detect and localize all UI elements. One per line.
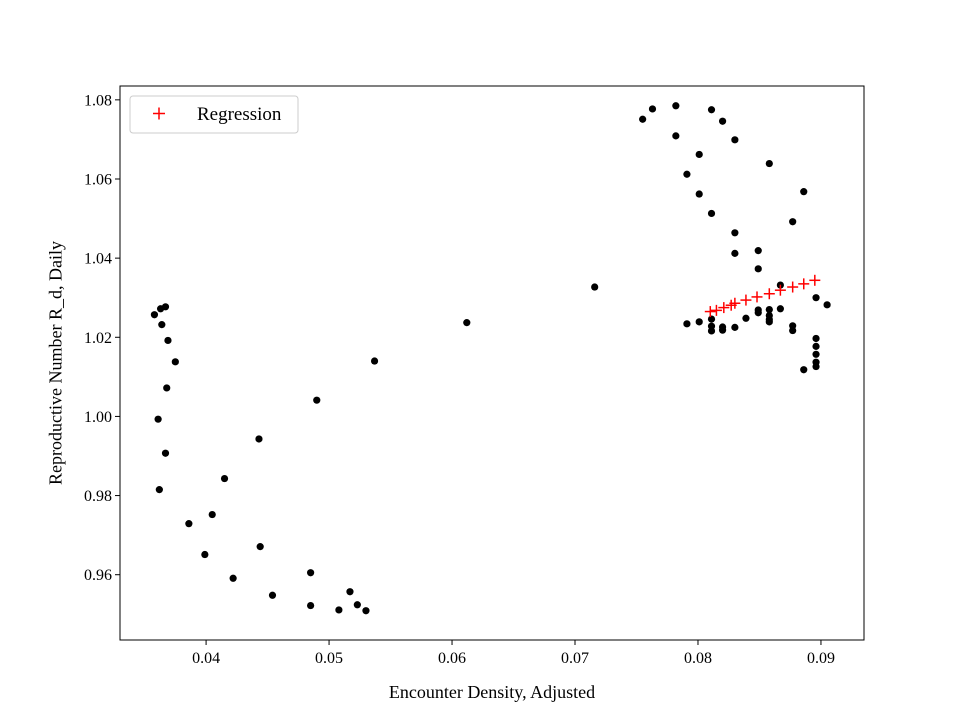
- data-point: [639, 115, 647, 123]
- data-point: [731, 229, 739, 237]
- x-tick-label: 0.08: [684, 650, 712, 667]
- data-point: [362, 607, 370, 615]
- y-tick-label: 1.06: [84, 171, 112, 188]
- regression-point: [787, 281, 799, 293]
- data-point: [163, 384, 171, 392]
- y-tick-label: 1.00: [84, 409, 112, 426]
- data-point: [370, 357, 379, 365]
- regression-point: [740, 294, 752, 306]
- data-point: [812, 350, 820, 358]
- data-point: [823, 301, 831, 309]
- data-point: [161, 303, 170, 311]
- data-point: [812, 294, 820, 302]
- data-point: [800, 188, 808, 196]
- regression-point: [729, 297, 741, 309]
- data-point: [789, 218, 797, 226]
- data-point: [789, 326, 797, 335]
- data-point: [591, 283, 599, 291]
- axis-ticks: 0.04 0.05 0.06 0.07 0.08 0.09 0.96 0.98 1.00 1.02…: [84, 92, 835, 667]
- x-axis-label: Encounter Density, Adjusted: [389, 682, 595, 702]
- data-point: [812, 334, 820, 343]
- legend-box: [129, 95, 299, 134]
- data-point: [695, 150, 703, 159]
- data-point: [800, 366, 808, 374]
- regression-point: [763, 288, 775, 300]
- data-point: [463, 319, 471, 327]
- x-tick-label: 0.04: [192, 650, 220, 667]
- axes-frame: [119, 85, 865, 641]
- data-point: [731, 136, 739, 144]
- data-point: [754, 309, 762, 317]
- y-tick-label: 1.02: [84, 330, 112, 347]
- data-point: [695, 190, 703, 198]
- x-tick-label: 0.07: [561, 650, 589, 667]
- data-point: [707, 315, 716, 323]
- legend-marker-regression: [153, 107, 165, 120]
- data-point: [765, 305, 773, 314]
- regression-point: [704, 306, 716, 318]
- data-point: [648, 105, 657, 113]
- data-point: [161, 449, 170, 457]
- y-tick-label: 1.08: [84, 92, 112, 109]
- data-point: [812, 362, 820, 371]
- data-point: [313, 396, 321, 404]
- data-point: [150, 311, 159, 319]
- regression-point: [710, 304, 722, 316]
- data-point: [683, 320, 691, 328]
- data-point: [672, 132, 680, 140]
- data-point: [229, 574, 237, 582]
- y-axis-label: Reproductive Number R_d, Daily: [45, 241, 65, 485]
- data-point: [185, 520, 193, 528]
- data-point: [707, 327, 716, 335]
- data-point: [776, 305, 784, 313]
- plot-area: [150, 102, 831, 615]
- regression-point: [751, 291, 763, 303]
- data-point: [154, 415, 162, 423]
- data-point: [707, 209, 716, 218]
- y-tick-label: 0.96: [84, 567, 112, 584]
- data-point: [742, 314, 750, 322]
- data-point: [307, 601, 315, 610]
- regression-point: [774, 284, 786, 296]
- data-point: [208, 510, 216, 519]
- data-point: [707, 106, 716, 114]
- data-point: [155, 486, 163, 494]
- data-point: [765, 159, 773, 168]
- legend-label-regression: Regression: [197, 104, 282, 125]
- regression-point: [718, 302, 730, 314]
- data-point: [220, 474, 229, 483]
- regression-point: [798, 278, 810, 290]
- x-tick-label: 0.09: [807, 650, 835, 667]
- data-point: [812, 342, 820, 350]
- x-tick-label: 0.05: [315, 650, 343, 667]
- data-point: [731, 323, 739, 331]
- data-point: [731, 249, 739, 257]
- data-point: [158, 321, 166, 329]
- data-point: [765, 318, 773, 326]
- data-point: [683, 170, 691, 178]
- data-point: [307, 569, 315, 577]
- data-point: [201, 550, 209, 559]
- x-tick-label: 0.06: [438, 650, 466, 667]
- y-tick-label: 1.04: [84, 251, 112, 268]
- data-point: [164, 336, 172, 345]
- data-point: [754, 265, 762, 273]
- data-point: [353, 601, 361, 609]
- data-point: [754, 247, 762, 255]
- data-point: [672, 102, 680, 110]
- data-point: [255, 435, 263, 443]
- data-point: [718, 117, 727, 125]
- data-point: [171, 358, 179, 366]
- data-point: [346, 588, 354, 596]
- regression-point: [809, 274, 821, 286]
- data-point: [268, 591, 277, 599]
- y-tick-label: 0.98: [84, 488, 112, 505]
- data-point: [256, 543, 264, 551]
- legend: Regression: [129, 95, 299, 134]
- data-point: [718, 326, 727, 334]
- data-point: [695, 318, 703, 326]
- data-point: [335, 606, 343, 614]
